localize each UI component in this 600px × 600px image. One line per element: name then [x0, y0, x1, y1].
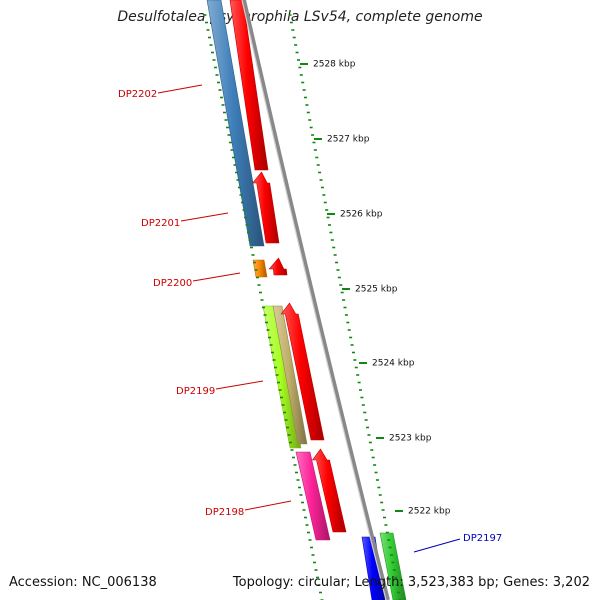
- feature-red-cds-2201[interactable]: [252, 171, 280, 244]
- feature-pink-2198[interactable]: [295, 451, 331, 541]
- gene-label-dp2197[interactable]: DP2197: [463, 533, 502, 544]
- feature-khaki-2199[interactable]: [272, 305, 308, 445]
- genome-backbone-highlight: [241, 0, 387, 600]
- feature-red-2200[interactable]: [268, 257, 288, 276]
- scale-label: 2527 kbp: [327, 135, 370, 145]
- outer-tick-track: [288, 14, 402, 600]
- genome-title: Desulfotalea psychrophila LSv54, complet…: [117, 9, 483, 25]
- scale-label: 2523 kbp: [389, 434, 432, 444]
- scale-label: 2526 kbp: [340, 210, 383, 220]
- feature-lime-2199[interactable]: [262, 305, 302, 449]
- feature-red-2199[interactable]: [280, 302, 325, 441]
- feature-orange-2200[interactable]: [252, 259, 268, 278]
- accession-text: Accession: NC_006138: [9, 575, 157, 590]
- gene-leader-line: [180, 212, 229, 222]
- gene-leader-line: [413, 538, 461, 553]
- gene-leader-line: [244, 500, 292, 511]
- scale-label: 2524 kbp: [372, 359, 415, 369]
- gene-leader-line: [215, 380, 264, 390]
- feature-red-2198[interactable]: [311, 448, 347, 533]
- gene-label-dp2202[interactable]: DP2202: [118, 89, 157, 100]
- feature-blue-cds-2202[interactable]: [206, 0, 265, 247]
- gene-leader-line: [192, 272, 241, 282]
- inner-tick-track: [203, 14, 324, 600]
- scale-label: 2525 kbp: [355, 285, 398, 295]
- genome-backbone: [242, 0, 390, 600]
- topology-text: Topology: circular; Length: 3,523,383 bp…: [232, 575, 590, 590]
- gene-label-dp2201[interactable]: DP2201: [141, 218, 180, 229]
- gene-label-dp2199[interactable]: DP2199: [176, 386, 215, 397]
- gene-label-dp2200[interactable]: DP2200: [153, 278, 192, 289]
- gene-label-dp2198[interactable]: DP2198: [205, 507, 244, 518]
- scale-label: 2528 kbp: [313, 60, 356, 70]
- feature-red-cds-2202[interactable]: [229, 0, 269, 171]
- scale-label: 2522 kbp: [408, 507, 451, 517]
- gene-leader-line: [157, 84, 203, 94]
